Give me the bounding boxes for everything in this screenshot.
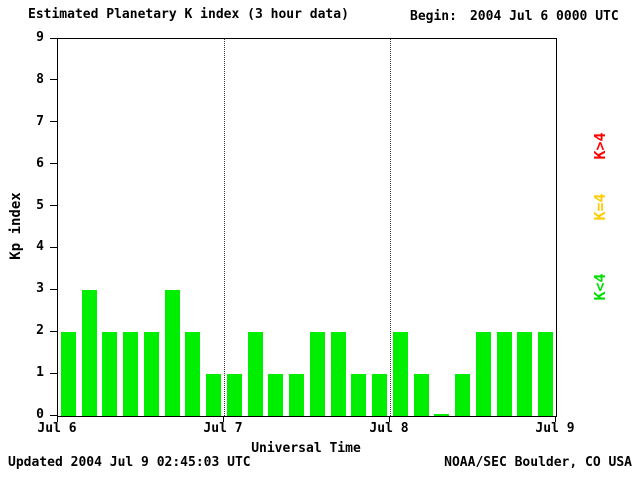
y-tick-label: 1: [36, 365, 44, 381]
y-tick-mark: [50, 163, 57, 165]
chart-title: Estimated Planetary K index (3 hour data…: [28, 7, 349, 22]
kp-bar: [226, 374, 242, 416]
y-tick-mark: [50, 372, 57, 374]
kp-bar: [289, 374, 305, 416]
y-tick-label: 6: [36, 155, 44, 171]
kp-bar: [496, 332, 512, 416]
legend-k-lt-4: K<4: [591, 273, 609, 301]
x-tick-label: Jul 9: [535, 421, 575, 436]
y-tick-mark: [50, 79, 57, 81]
y-tick-label: 8: [36, 71, 44, 87]
kp-bar: [81, 290, 97, 416]
y-tick-label: 3: [36, 281, 44, 297]
y-tick-label: 2: [36, 323, 44, 339]
kp-bar: [330, 332, 346, 416]
kp-bar: [413, 374, 429, 416]
y-axis-label: Kp index: [8, 192, 24, 260]
kp-bar: [434, 414, 450, 416]
y-tick-label: 7: [36, 113, 44, 129]
x-tick-mark: [555, 416, 556, 422]
kp-bar: [517, 332, 533, 416]
kp-bar: [268, 374, 284, 416]
kp-bar: [206, 374, 222, 416]
day-boundary-gridline: [224, 39, 225, 416]
begin-value: 2004 Jul 6 0000 UTC: [469, 9, 619, 24]
kp-bar: [60, 332, 76, 416]
kp-bar: [185, 332, 201, 416]
y-tick-mark: [50, 246, 57, 248]
x-axis-label: Universal Time: [251, 441, 361, 456]
kp-bar: [143, 332, 159, 416]
kp-bar: [475, 332, 491, 416]
y-tick-mark: [50, 330, 57, 332]
y-tick-mark: [50, 414, 57, 416]
updated-timestamp: Updated 2004 Jul 9 02:45:03 UTC: [8, 455, 251, 470]
source-credit: NOAA/SEC Boulder, CO USA: [444, 455, 632, 470]
y-tick-mark: [50, 37, 57, 39]
day-boundary-gridline: [390, 39, 391, 416]
y-tick-label: 4: [36, 239, 44, 255]
begin-label: Begin:: [410, 9, 457, 24]
y-tick-mark: [50, 121, 57, 123]
kp-bar: [123, 332, 139, 416]
kp-bar: [455, 374, 471, 416]
legend-k-gt-4: K>4: [591, 132, 609, 160]
x-tick-mark: [389, 416, 390, 422]
y-tick-label: 9: [36, 30, 44, 45]
y-tick-mark: [50, 205, 57, 207]
x-tick-label: Jul 7: [203, 421, 243, 436]
begin-timestamp: Begin: 2004 Jul 6 0000 UTC: [410, 9, 619, 24]
kp-bar: [102, 332, 118, 416]
y-tick-label: 5: [36, 197, 44, 213]
kp-bar: [309, 332, 325, 416]
x-tick-label: Jul 6: [37, 421, 77, 436]
y-tick-label: 0: [36, 407, 44, 422]
x-tick-mark: [223, 416, 224, 422]
kp-bar: [538, 332, 554, 416]
kp-bar: [164, 290, 180, 416]
legend-k-eq-4: K=4: [591, 193, 609, 221]
y-tick-mark: [50, 288, 57, 290]
kp-bar: [351, 374, 367, 416]
plot-area: [57, 38, 557, 417]
kp-bar: [392, 332, 408, 416]
kp-bar: [372, 374, 388, 416]
x-tick-mark: [57, 416, 58, 422]
kp-bar: [247, 332, 263, 416]
x-tick-label: Jul 8: [369, 421, 409, 436]
